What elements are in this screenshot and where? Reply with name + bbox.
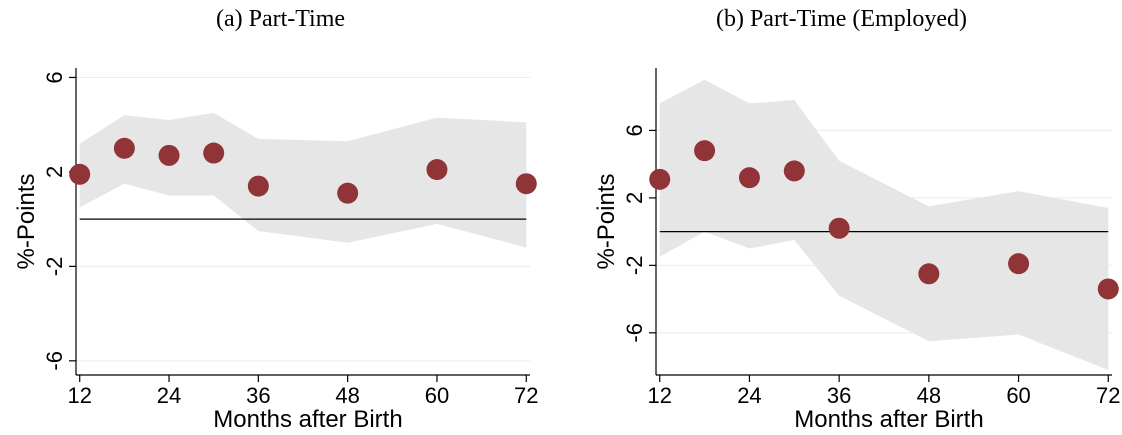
confidence-band [79, 112, 527, 248]
x-tick-label: 12 [647, 383, 671, 408]
data-point [1097, 278, 1119, 300]
y-tick-label: 2 [42, 166, 67, 178]
data-point [515, 173, 537, 195]
data-point [783, 160, 805, 182]
y-tick-label: 2 [622, 192, 647, 204]
data-point [158, 144, 180, 166]
y-tick-label: -2 [42, 257, 67, 277]
data-point [918, 263, 940, 285]
data-point [69, 163, 91, 185]
x-tick-label: 36 [827, 383, 851, 408]
y-tick-label: 6 [622, 124, 647, 136]
x-tick-label: 24 [157, 383, 181, 408]
data-point [649, 168, 671, 190]
chart-svg: -6 -2 2 6 12 24 36 48 60 72 Months after Birth %-Po… [13, 68, 539, 433]
chart-svg: -6 -2 2 6 12 24 36 48 60 72 Months after Birth %-Po… [593, 68, 1121, 433]
x-tick-label: 24 [737, 383, 761, 408]
data-point [247, 175, 269, 197]
x-tick-label: 12 [67, 383, 91, 408]
x-tick-label: 36 [246, 383, 270, 408]
data-point [738, 167, 760, 189]
x-axis-label: Months after Birth [794, 406, 983, 433]
x-tick-label: 60 [1006, 383, 1030, 408]
chart-panel-b: (b) Part-Time (Employed) -6 -2 2 6 12 24 36 48 6… [561, 0, 1122, 435]
x-tick-label: 72 [514, 383, 538, 408]
x-tick-label: 48 [335, 383, 359, 408]
y-tick-label: -6 [42, 351, 67, 371]
data-point [426, 159, 448, 181]
y-tick-label: 6 [42, 71, 67, 83]
y-tick-label: -6 [622, 323, 647, 343]
chart-panel-a: (a) Part-Time -6 -2 2 6 12 24 36 48 60 72 Months a… [13, 6, 539, 433]
data-point [203, 142, 225, 164]
x-tick-label: 60 [425, 383, 449, 408]
y-axis-label: %-Points [593, 173, 620, 269]
data-point [113, 137, 135, 159]
y-axis-label: %-Points [13, 173, 40, 269]
data-point [1008, 253, 1030, 275]
x-axis-label: Months after Birth [213, 406, 402, 433]
data-point [694, 140, 716, 162]
chart-title: (a) Part-Time [215, 6, 346, 32]
x-tick-label: 48 [917, 383, 941, 408]
y-tick-label: -2 [622, 256, 647, 276]
data-point [828, 217, 850, 239]
chart-title: (b) Part-Time (Employed) [715, 6, 968, 32]
data-point [337, 182, 359, 204]
x-tick-label: 72 [1096, 383, 1120, 408]
confidence-band [659, 79, 1109, 370]
